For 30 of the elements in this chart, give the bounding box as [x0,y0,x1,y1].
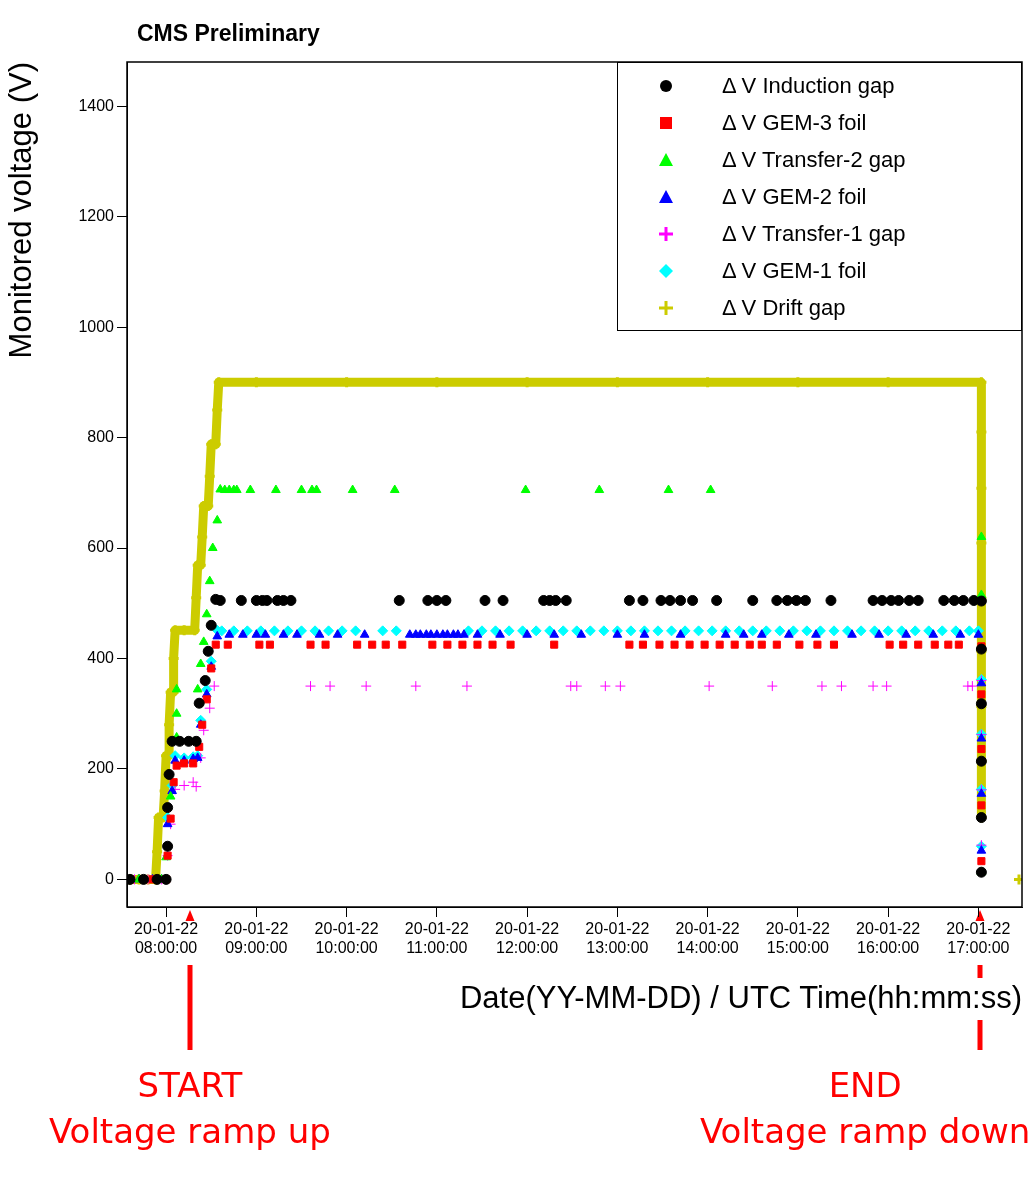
y-tick-label: 1200 [78,207,115,225]
x-axis-title: Date(YY-MM-DD) / UTC Time(hh:mm:ss) [459,979,1022,1015]
legend-label: Δ V Transfer-2 gap [722,146,906,173]
y-tick-label: 800 [87,427,115,445]
x-tick-label: 20-01-22 10:00:00 [314,920,379,957]
legend-label: Δ V GEM-3 foil [722,109,867,136]
x-tick-label: 20-01-22 15:00:00 [765,920,830,957]
y-tick-label: 1400 [78,96,115,114]
x-tick-label: 20-01-22 13:00:00 [585,920,650,957]
x-tick-label: 20-01-22 16:00:00 [856,920,921,957]
x-tick-label: 20-01-22 08:00:00 [134,920,199,957]
text: END Voltage ramp down [700,1064,1031,1153]
y-tick-label: 600 [87,538,115,556]
legend-label: Δ V GEM-1 foil [722,257,867,284]
y-tick-label: 1000 [78,317,115,335]
legend-label: Δ V Drift gap [722,294,846,321]
y-tick-label: 0 [105,869,115,887]
legend-label: Δ V Induction gap [722,72,895,99]
legend-label: Δ V Transfer-1 gap [722,220,906,247]
y-axis-title: Monitored voltage (V) [3,62,39,359]
x-tick-label: 20-01-22 17:00:00 [946,920,1011,957]
x-tick-label: 20-01-22 09:00:00 [224,920,289,957]
x-tick-label: 20-01-22 11:00:00 [404,920,469,957]
legend-label: Δ V GEM-2 foil [722,183,867,210]
x-tick-label: 20-01-22 12:00:00 [495,920,560,957]
text: START Voltage ramp up [49,1064,331,1153]
chart-title: CMS Preliminary [137,20,320,47]
y-tick-label: 400 [87,648,115,666]
y-tick-label: 200 [87,759,115,777]
x-tick-label: 20-01-22 14:00:00 [675,920,740,957]
